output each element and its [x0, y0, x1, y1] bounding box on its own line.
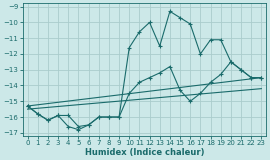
X-axis label: Humidex (Indice chaleur): Humidex (Indice chaleur)	[85, 148, 204, 156]
